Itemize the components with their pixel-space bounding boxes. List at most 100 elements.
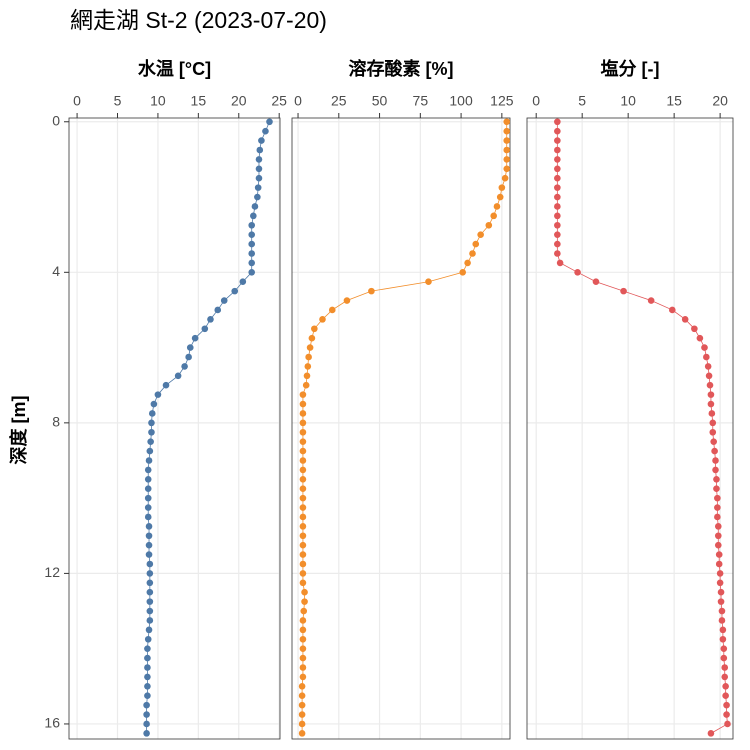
data-point [299, 523, 307, 530]
data-point [254, 193, 261, 201]
data-point [144, 513, 152, 521]
data-point [255, 156, 263, 163]
data-point [144, 654, 151, 662]
data-point [493, 203, 501, 210]
data-point [146, 560, 154, 568]
y-tick-label: 0 [52, 112, 60, 128]
data-point [258, 137, 265, 144]
panel-title: 水温 [°C] [138, 58, 211, 79]
data-point [266, 118, 273, 126]
data-point [691, 325, 698, 333]
data-point [251, 203, 259, 210]
data-point [304, 363, 312, 370]
data-point [299, 541, 307, 549]
data-point [714, 532, 722, 540]
data-point [714, 494, 721, 502]
data-point [721, 664, 729, 671]
data-point [248, 259, 256, 267]
data-point [343, 297, 351, 304]
data-point [146, 447, 154, 455]
data-point [150, 400, 158, 408]
data-point [144, 476, 152, 483]
data-point [722, 683, 729, 690]
data-point [231, 287, 239, 295]
data-point [503, 165, 511, 173]
data-point [248, 221, 256, 229]
data-point [703, 353, 710, 361]
data-point [669, 306, 676, 314]
data-point [299, 391, 307, 398]
data-point [207, 316, 214, 323]
data-point [250, 212, 257, 220]
data-point [723, 701, 730, 709]
data-point [144, 494, 152, 502]
data-point [148, 419, 155, 427]
data-point [299, 438, 307, 445]
x-tick-label: 20 [712, 93, 728, 109]
data-point [554, 212, 561, 220]
data-point [707, 391, 715, 398]
data-point [298, 683, 306, 690]
x-tick-label: 0 [294, 93, 302, 109]
data-point [554, 203, 561, 210]
data-point [556, 259, 564, 267]
data-point [191, 334, 199, 342]
data-point [498, 184, 506, 191]
data-point [144, 673, 151, 681]
data-point [299, 466, 307, 474]
data-point [248, 231, 256, 238]
data-point [201, 325, 209, 333]
data-point [301, 598, 308, 605]
data-point [554, 127, 561, 135]
data-point [299, 428, 307, 436]
data-point [718, 617, 726, 624]
data-point [485, 221, 493, 229]
data-point [554, 137, 561, 144]
panel-border [526, 117, 734, 740]
x-tick-label: 50 [372, 93, 388, 109]
data-point [716, 570, 724, 577]
data-point [144, 485, 152, 493]
data-point [713, 485, 720, 493]
data-point [299, 560, 307, 568]
data-point [298, 711, 306, 718]
data-point [715, 560, 723, 568]
data-point [712, 466, 719, 474]
data-point [496, 193, 504, 201]
data-point [714, 541, 722, 549]
data-point [146, 607, 154, 615]
data-point [490, 212, 497, 220]
x-tick-label: 125 [490, 93, 514, 109]
data-point [718, 607, 726, 615]
data-point [248, 250, 256, 257]
data-point [714, 523, 722, 530]
data-point [220, 297, 228, 304]
data-point [709, 419, 717, 427]
data-point [306, 344, 314, 351]
data-point [714, 504, 721, 511]
data-point [144, 645, 151, 652]
data-point [459, 269, 467, 276]
data-point [174, 372, 182, 380]
x-tick-label: 5 [578, 93, 586, 109]
data-point [708, 410, 716, 417]
data-point [712, 457, 719, 464]
data-point [146, 579, 154, 587]
data-point [299, 673, 307, 681]
data-point [146, 570, 154, 577]
data-point [145, 523, 153, 530]
data-point [716, 579, 724, 587]
data-point [715, 551, 723, 558]
data-point [707, 400, 715, 408]
data-point [554, 193, 561, 201]
data-point [145, 457, 153, 464]
data-point [298, 692, 306, 700]
data-point [262, 127, 269, 135]
data-point [554, 240, 561, 248]
data-point [299, 654, 307, 662]
data-point [144, 504, 152, 511]
x-tick-label: 10 [150, 93, 166, 109]
data-point [299, 494, 307, 502]
data-point [254, 184, 262, 191]
data-point [620, 287, 627, 295]
